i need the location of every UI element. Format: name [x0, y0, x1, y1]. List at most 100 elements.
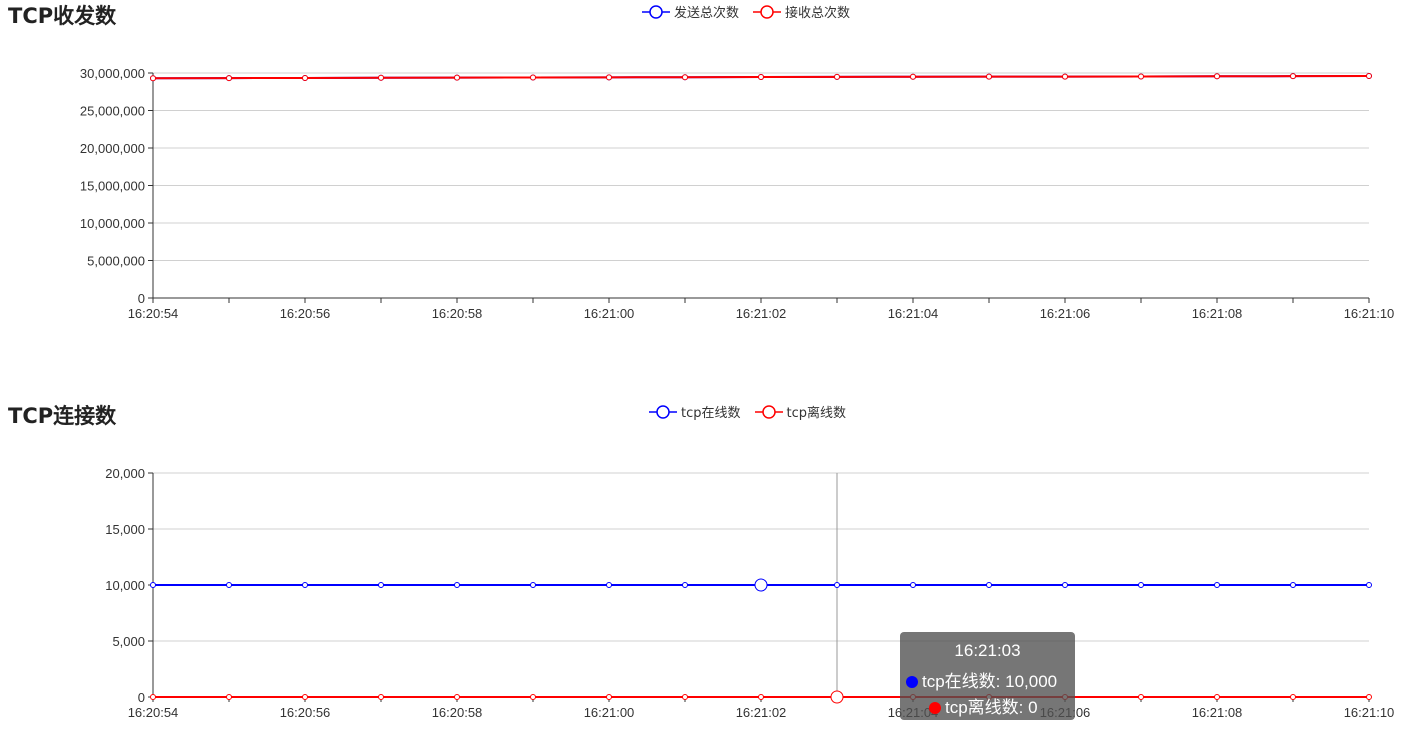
data-point: [606, 694, 612, 700]
data-point: [1214, 73, 1220, 80]
data-point: [1138, 582, 1144, 588]
data-point: [454, 582, 460, 588]
legend-line-circle-icon: [642, 4, 670, 19]
y-tick-label: 0: [138, 690, 145, 705]
data-point: [378, 694, 384, 700]
legend-label: 发送总次数: [674, 6, 740, 21]
data-point: [758, 74, 764, 81]
data-point: [150, 694, 156, 700]
tooltip-row-offline: tcp离线数: 0: [929, 693, 1075, 718]
tooltip-row-label: tcp在线数: 10,000: [922, 672, 1058, 691]
data-point: [1138, 73, 1144, 80]
x-tick-label: 16:21:00: [584, 306, 635, 321]
data-point: [1214, 694, 1220, 700]
chart-1-plot: 0 5,000,000 10,000,000 15,000,000 20,000,000…: [80, 66, 1395, 321]
data-point: [986, 582, 992, 588]
x-tick-label: 16:21:00: [584, 705, 635, 720]
legend-label: 接收总次数: [785, 6, 851, 21]
y-tick-label: 20,000: [105, 466, 145, 481]
y-tick-label: 30,000,000: [80, 66, 145, 81]
legend-line-circle-icon: [649, 404, 677, 419]
x-tick-label: 16:21:02: [736, 705, 787, 720]
data-point: [1290, 73, 1296, 80]
chart-1-title: TCP收发数: [8, 4, 117, 28]
data-point: [682, 582, 688, 588]
data-point: [302, 694, 308, 700]
y-tick-label: 5,000: [112, 634, 145, 649]
legend-item-receive-total[interactable]: 接收总次数: [753, 2, 850, 21]
data-point: [454, 74, 460, 81]
y-tick-label: 5,000,000: [87, 254, 145, 269]
data-point: [378, 582, 384, 588]
x-tick-label: 16:21:08: [1192, 705, 1243, 720]
y-tick-label: 20,000,000: [80, 141, 145, 156]
legend-line-circle-icon: [754, 404, 783, 419]
data-point: [150, 582, 156, 588]
legend-label: tcp离线数: [786, 406, 847, 421]
chart-tooltip: 16:21:03 tcp在线数: 10,000 tcp离线数: 0: [900, 632, 1075, 720]
data-point: [530, 582, 536, 588]
data-point: [910, 582, 916, 588]
tooltip-dot-icon: [906, 676, 918, 688]
data-point: [986, 73, 992, 80]
chart-tcp-connections: 0 5,000 10,000 15,000 20,000 16:20:54 16:20:56…: [0, 395, 1417, 732]
legend-line-circle-icon: [753, 4, 782, 19]
chart-tcp-send-receive: 0 5,000,000 10,000,000 15,000,000 20,000,000…: [0, 0, 1417, 360]
data-point: [302, 582, 308, 588]
chart-2-legend: tcp在线数 tcp离线数: [649, 402, 846, 421]
data-point: [226, 582, 232, 588]
data-point: [830, 690, 844, 704]
data-point: [606, 74, 612, 81]
chart-2-plot: 0 5,000 10,000 15,000 20,000 16:20:54 16:20:56…: [105, 466, 1395, 720]
x-tick-label: 16:20:56: [280, 705, 331, 720]
x-tick-label: 16:20:54: [128, 705, 179, 720]
data-point: [834, 73, 840, 80]
data-point: [758, 694, 764, 700]
x-tick-label: 16:21:10: [1344, 705, 1395, 720]
x-tick-label: 16:21:06: [1040, 306, 1091, 321]
data-point: [1290, 582, 1296, 588]
y-tick-label: 10,000: [105, 578, 145, 593]
data-point: [454, 694, 460, 700]
legend-label: tcp在线数: [681, 406, 741, 421]
data-point: [754, 578, 768, 592]
data-point: [226, 694, 232, 700]
tooltip-title: 16:21:03: [954, 641, 1021, 660]
y-tick-label: 10,000,000: [80, 216, 145, 231]
y-tick-label: 0: [138, 291, 145, 306]
y-tick-label: 15,000: [105, 522, 145, 537]
legend-item-tcp-offline[interactable]: tcp离线数: [754, 402, 847, 421]
data-point: [1062, 73, 1068, 80]
data-point: [1138, 694, 1144, 700]
data-point: [1062, 582, 1068, 588]
data-point: [1366, 694, 1372, 700]
legend-item-send-total[interactable]: 发送总次数: [642, 2, 739, 21]
x-tick-label: 16:21:02: [736, 306, 787, 321]
tooltip-dot-icon: [929, 702, 941, 714]
chart-1-legend: 发送总次数 接收总次数: [642, 2, 850, 21]
data-point: [682, 74, 688, 81]
data-point: [226, 75, 232, 82]
legend-item-tcp-online[interactable]: tcp在线数: [649, 402, 741, 421]
data-point: [530, 74, 536, 81]
data-point: [606, 582, 612, 588]
data-point: [910, 73, 916, 80]
data-point: [1290, 694, 1296, 700]
x-tick-label: 16:21:08: [1192, 306, 1243, 321]
data-point: [1366, 73, 1372, 79]
x-tick-label: 16:20:58: [432, 306, 483, 321]
data-point: [150, 75, 156, 82]
data-point: [1366, 582, 1372, 588]
x-tick-label: 16:20:54: [128, 306, 179, 321]
tooltip-row-online: tcp在线数: 10,000: [906, 667, 1075, 692]
x-tick-label: 16:20:56: [280, 306, 331, 321]
y-tick-label: 25,000,000: [80, 104, 145, 119]
tooltip-row-label: tcp离线数: 0: [945, 698, 1038, 717]
x-tick-label: 16:21:10: [1344, 306, 1395, 321]
data-point: [682, 694, 688, 700]
data-point: [302, 74, 308, 81]
x-tick-label: 16:20:58: [432, 705, 483, 720]
x-tick-label: 16:21:04: [888, 306, 939, 321]
data-point: [530, 694, 536, 700]
chart-2-title: TCP连接数: [8, 404, 117, 428]
